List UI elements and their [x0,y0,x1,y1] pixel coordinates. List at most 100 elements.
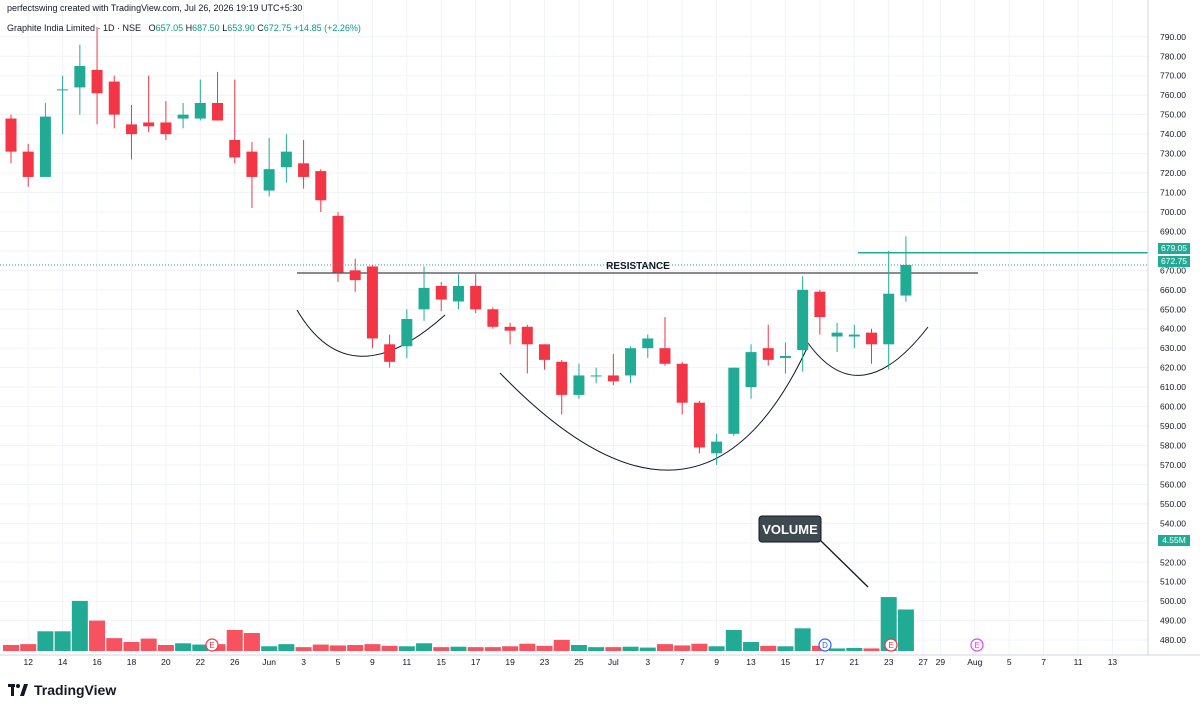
time-tick-label: 17 [815,657,825,667]
volume-bar [467,647,484,651]
candle [401,309,413,358]
volume-bar [312,644,329,651]
candle [487,307,499,329]
volume-bar [450,646,467,651]
volume-bar [502,646,519,651]
volume-bar [553,639,570,651]
candle-body [143,122,155,127]
overlay-lines [0,251,1148,266]
candle [452,274,464,310]
candle-body [745,352,757,388]
last-price-tag: 672.75 [1158,256,1190,267]
price-axis: 480.00490.00500.00510.00520.00530.00540.… [1147,0,1186,655]
tradingview-brand[interactable]: TradingView [8,682,116,698]
time-tick-label: 21 [850,657,860,667]
volume-bar [829,648,846,651]
time-tick-label: 11 [402,657,411,667]
price-tick-label: 710.00 [1160,188,1186,198]
candle-body [22,151,34,177]
event-marker-circle [970,638,984,652]
volume-bar [381,645,398,651]
candle-body [212,102,224,121]
price-tick-label: 770.00 [1160,71,1186,81]
volume-bar [725,630,742,651]
price-tick-label: 720.00 [1160,168,1186,178]
volume-bar [880,597,897,651]
volume-bar [639,647,656,651]
pattern-arcs [296,272,978,471]
volume-bar [897,609,914,651]
price-tick-label: 760.00 [1160,90,1186,100]
time-axis: 12 14 16 18 20 22 26 Jun 3 5 9 11 15 17 19 23 25 Jul 3 7 9 13… [0,654,1200,667]
candle [418,266,430,321]
candle-body [504,326,516,331]
price-tick-label: 630.00 [1160,343,1186,353]
candle [57,75,69,135]
time-tick-label: 3 [301,657,306,667]
candle-body [883,293,895,345]
head-arc [499,345,809,471]
chart-credit: perfectswing created with TradingView.co… [7,3,303,13]
time-tick-label: 18 [127,657,137,667]
volume-bar [106,638,123,651]
candle-body [280,151,292,168]
candle-body [607,375,619,382]
volume-bar [656,644,673,651]
volume-bar [261,646,278,651]
time-tick-label: 3 [645,657,650,667]
time-tick-label: 23 [884,657,894,667]
candle-body [5,118,17,152]
candle-body [762,348,774,360]
event-marker-label: E [888,641,893,650]
volume-bar [519,643,536,651]
candle [539,344,551,370]
price-tick-label: 600.00 [1160,402,1186,412]
candle-body [160,122,172,135]
volume-bar [622,646,639,651]
candle-body [298,163,310,177]
candle-body [125,124,137,135]
candle [797,276,809,372]
candle [246,141,258,209]
price-tick-label: 740.00 [1160,129,1186,139]
resistance-label: RESISTANCE [606,261,670,272]
candle [745,344,757,399]
volume-bar [71,600,88,651]
price-tick-label: 690.00 [1160,226,1186,236]
time-tick-label: 13 [746,657,756,667]
candle-body [263,169,275,191]
candle [711,433,723,465]
price-tick-label: 730.00 [1160,149,1186,159]
candle [883,250,895,370]
time-tick-label: 15 [781,657,791,667]
candle-body [435,285,447,300]
candle [814,289,826,335]
open-value: 657.05 [155,23,184,33]
candle [470,274,482,314]
volume-bar [364,644,381,651]
candle-body [521,326,533,345]
tradingview-wordmark: TradingView [34,682,117,698]
volume-bar [760,645,777,651]
time-tick-label: 7 [680,657,685,667]
volume-bar [398,646,415,651]
time-tick-label: 9 [714,657,719,667]
candle [848,324,860,349]
volume-bar [329,645,346,651]
volume-bar [674,645,691,651]
volume-bar [484,647,501,651]
symbol-title: Graphite India Limited · 1D · NSE [7,23,142,33]
volume-bar [691,643,708,651]
price-tick-label: 620.00 [1160,363,1186,373]
candle-body [452,285,464,302]
candle-body [814,291,826,318]
candle [900,236,912,302]
candle [194,79,206,121]
price-tick-label: 480.00 [1160,635,1186,645]
candle-body [831,332,843,337]
candle [74,44,86,115]
candle-body [74,66,86,88]
time-tick-label: 17 [471,657,481,667]
